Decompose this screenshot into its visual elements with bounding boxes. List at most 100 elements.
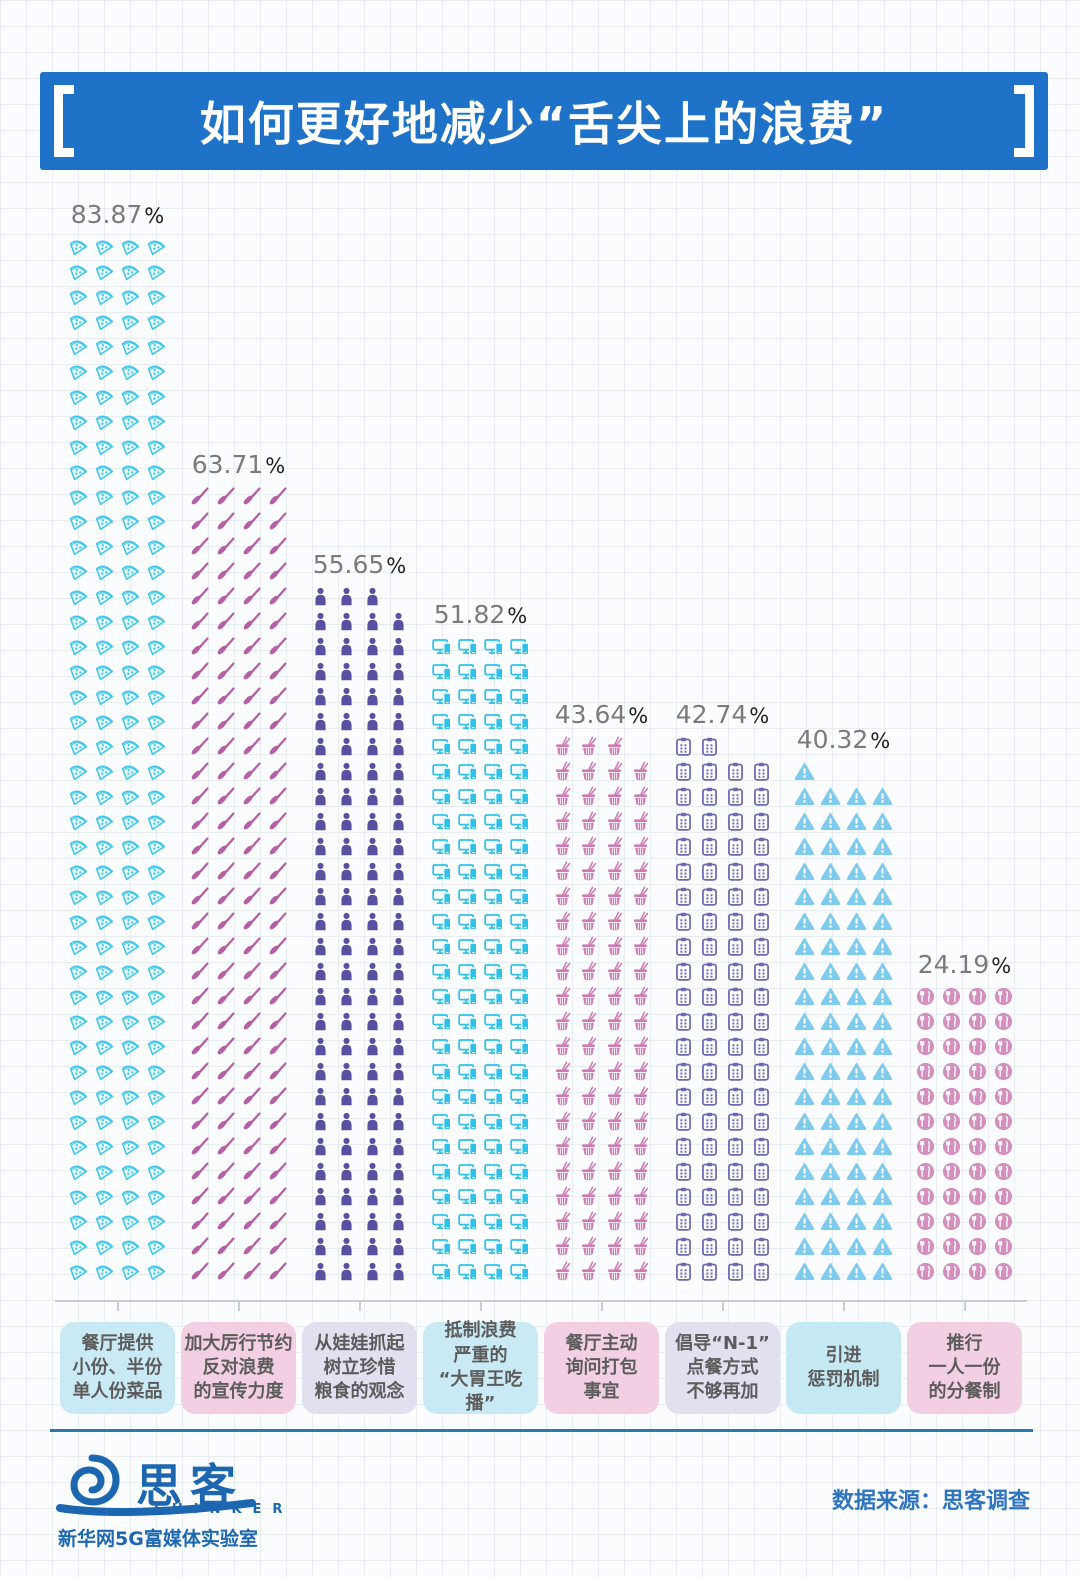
icon-row [178, 759, 299, 784]
writing-brush-icon [215, 586, 236, 607]
writing-brush-icon [189, 1186, 210, 1207]
icon-row [178, 1209, 299, 1234]
takeout-box-icon [552, 1161, 573, 1182]
takeout-box-icon [630, 1186, 651, 1207]
pizza-slice-icon [68, 861, 89, 882]
writing-brush-icon [267, 1111, 288, 1132]
icon-row [541, 809, 662, 834]
person-icon [336, 1211, 357, 1232]
page-title: 如何更好地减少“舌尖上的浪费” [199, 97, 889, 151]
warning-triangle-icon [820, 811, 841, 832]
clipboard-menu-icon [699, 836, 720, 857]
person-icon [310, 936, 331, 957]
icon-row [57, 784, 178, 809]
clipboard-menu-icon [751, 836, 772, 857]
icon-row [783, 1084, 904, 1109]
meal-cutlery-icon [941, 1186, 962, 1207]
icon-row [420, 1009, 541, 1034]
person-icon [336, 661, 357, 682]
pizza-slice-icon [146, 936, 167, 957]
person-icon [362, 936, 383, 957]
icon-row [57, 1034, 178, 1059]
person-icon [310, 886, 331, 907]
warning-triangle-icon [794, 836, 815, 857]
icon-row [299, 909, 420, 934]
clipboard-menu-icon [751, 1211, 772, 1232]
clipboard-menu-icon [751, 1186, 772, 1207]
icon-row [662, 859, 783, 884]
clipboard-menu-icon [699, 1236, 720, 1257]
warning-triangle-icon [820, 911, 841, 932]
person-icon [310, 786, 331, 807]
meal-cutlery-icon [993, 1161, 1014, 1182]
person-icon [388, 936, 409, 957]
person-icon [362, 786, 383, 807]
person-icon [388, 836, 409, 857]
icon-row [541, 909, 662, 934]
icon-row [904, 1159, 1025, 1184]
screen-phone-icon [509, 1161, 530, 1182]
person-icon [362, 686, 383, 707]
person-icon [388, 711, 409, 732]
icon-row [57, 434, 178, 459]
icon-row [57, 359, 178, 384]
writing-brush-icon [267, 1036, 288, 1057]
meal-cutlery-icon [941, 1011, 962, 1032]
pizza-slice-icon [120, 1136, 141, 1157]
clipboard-menu-icon [699, 886, 720, 907]
warning-triangle-icon [872, 1236, 893, 1257]
clipboard-menu-icon [673, 761, 694, 782]
clipboard-menu-icon [673, 1211, 694, 1232]
icon-row [57, 1259, 178, 1284]
icon-row [904, 1259, 1025, 1284]
pizza-slice-icon [146, 1136, 167, 1157]
screen-phone-icon [457, 786, 478, 807]
screen-phone-icon [457, 1161, 478, 1182]
warning-triangle-icon [794, 786, 815, 807]
icon-row [783, 834, 904, 859]
pizza-slice-icon [146, 336, 167, 357]
takeout-box-icon [552, 736, 573, 757]
icon-row [783, 759, 904, 784]
clipboard-menu-icon [699, 1136, 720, 1157]
meal-cutlery-icon [993, 1186, 1014, 1207]
writing-brush-icon [215, 661, 236, 682]
writing-brush-icon [267, 511, 288, 532]
pizza-slice-icon [68, 536, 89, 557]
pizza-slice-icon [68, 1211, 89, 1232]
chart-column: 43.64% [541, 700, 662, 1284]
icon-row [420, 1109, 541, 1134]
person-icon [336, 1036, 357, 1057]
clipboard-menu-icon [751, 1261, 772, 1282]
warning-triangle-icon [846, 836, 867, 857]
screen-phone-icon [431, 811, 452, 832]
icon-row [299, 1109, 420, 1134]
icon-row [541, 734, 662, 759]
writing-brush-icon [189, 611, 210, 632]
icon-row [57, 959, 178, 984]
pizza-slice-icon [68, 261, 89, 282]
baseline-tick [842, 1300, 845, 1311]
person-icon [336, 811, 357, 832]
writing-brush-icon [189, 1011, 210, 1032]
person-icon [310, 1211, 331, 1232]
screen-phone-icon [483, 686, 504, 707]
warning-triangle-icon [872, 1161, 893, 1182]
icon-row [57, 309, 178, 334]
pizza-slice-icon [94, 1136, 115, 1157]
person-icon [310, 986, 331, 1007]
warning-triangle-icon [872, 1186, 893, 1207]
pizza-slice-icon [94, 711, 115, 732]
screen-phone-icon [509, 911, 530, 932]
warning-triangle-icon [820, 861, 841, 882]
screen-phone-icon [431, 1186, 452, 1207]
warning-triangle-icon [872, 1136, 893, 1157]
screen-phone-icon [509, 961, 530, 982]
writing-brush-icon [241, 736, 262, 757]
person-icon [336, 611, 357, 632]
person-icon [362, 861, 383, 882]
chart-baseline [55, 1300, 1027, 1302]
pizza-slice-icon [120, 886, 141, 907]
pizza-slice-icon [120, 811, 141, 832]
